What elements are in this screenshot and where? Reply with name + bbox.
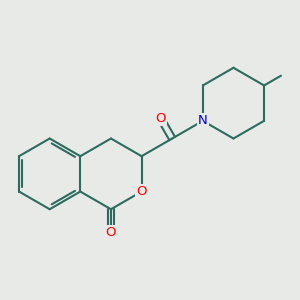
Text: O: O <box>155 112 166 125</box>
Text: N: N <box>198 114 208 127</box>
Text: O: O <box>106 226 116 239</box>
Text: O: O <box>136 185 147 198</box>
